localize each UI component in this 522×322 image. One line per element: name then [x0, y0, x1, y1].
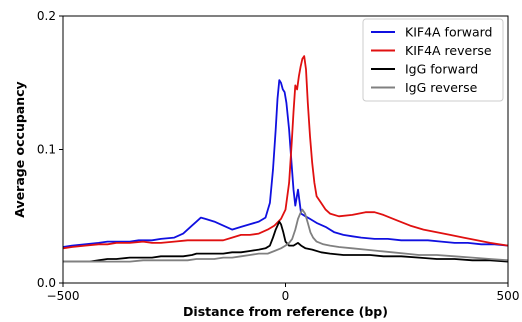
x-tick-label: 500 [497, 289, 520, 303]
legend-label: KIF4A forward [405, 25, 492, 40]
x-tick-label: 0 [282, 289, 290, 303]
series-line-igg-forward [63, 220, 509, 263]
x-axis-label: Distance from reference (bp) [183, 304, 388, 319]
y-axis-ticks: 0.0 0.1 0.2 [37, 9, 63, 290]
series-line-kif4a-forward [62, 79, 509, 248]
x-tick-label: −500 [47, 289, 80, 303]
series-line-kif4a-reverse [62, 55, 509, 250]
legend-label: IgG reverse [405, 80, 478, 95]
y-axis-label: Average occupancy [12, 81, 27, 217]
y-tick-label: 0.1 [37, 143, 56, 157]
legend: KIF4A forward KIF4A reverse IgG forward IgG… [362, 18, 504, 102]
legend-box [362, 18, 504, 102]
x-axis-ticks: −500 0 500 [47, 283, 520, 303]
series-layer [62, 55, 509, 263]
y-tick-label: 0.0 [37, 276, 56, 290]
legend-label: IgG forward [405, 62, 478, 77]
legend-label: KIF4A reverse [405, 43, 492, 58]
y-tick-label: 0.2 [37, 9, 56, 23]
series-line-igg-reverse [63, 208, 509, 263]
